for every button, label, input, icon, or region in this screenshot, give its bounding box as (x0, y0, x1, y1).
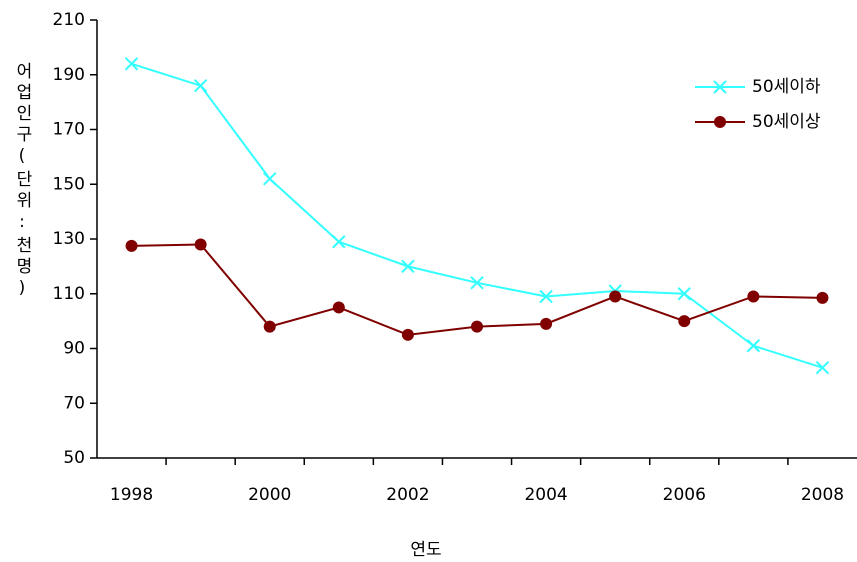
data-point (815, 360, 830, 375)
x-tick-label: 2008 (801, 485, 844, 505)
data-point (540, 317, 553, 330)
data-point (193, 78, 208, 93)
legend-label: 50세이하 (752, 77, 821, 97)
data-point (677, 287, 691, 301)
data-point (539, 289, 553, 304)
data-point (263, 320, 276, 333)
x-axis-label: 연도 (410, 540, 441, 560)
data-point (401, 328, 414, 341)
data-point (816, 291, 829, 304)
data-point (263, 172, 277, 186)
x-tick-label: 1998 (110, 485, 153, 505)
x-tick-label: 2004 (524, 485, 567, 505)
y-tick-label: 190 (53, 65, 85, 85)
y-tick-label: 50 (63, 448, 85, 468)
data-point (747, 290, 760, 303)
y-tick-label: 130 (53, 229, 85, 249)
data-point (471, 320, 483, 333)
legend-marker (713, 80, 727, 94)
y-tick-label: 150 (53, 174, 85, 194)
data-point (332, 301, 345, 314)
y-tick-label: 90 (63, 339, 85, 359)
data-point (401, 259, 415, 274)
x-tick-label: 2002 (386, 485, 429, 505)
data-point (609, 290, 622, 303)
data-point (746, 339, 761, 353)
y-axis-label: 어업인구(단위:천명) (12, 62, 32, 302)
data-point (470, 276, 484, 290)
x-tick-label: 2000 (248, 485, 291, 505)
legend-label: 50세이상 (752, 112, 821, 132)
data-point (678, 315, 691, 328)
y-tick-label: 110 (53, 284, 85, 304)
x-tick-label: 2006 (663, 485, 706, 505)
data-point (124, 57, 139, 71)
data-point (332, 235, 346, 249)
y-tick-label: 210 (53, 10, 85, 30)
y-tick-label: 70 (63, 393, 85, 413)
y-tick-label: 170 (53, 120, 85, 140)
data-point (125, 239, 138, 252)
legend-marker (714, 116, 726, 128)
data-point (194, 238, 207, 251)
